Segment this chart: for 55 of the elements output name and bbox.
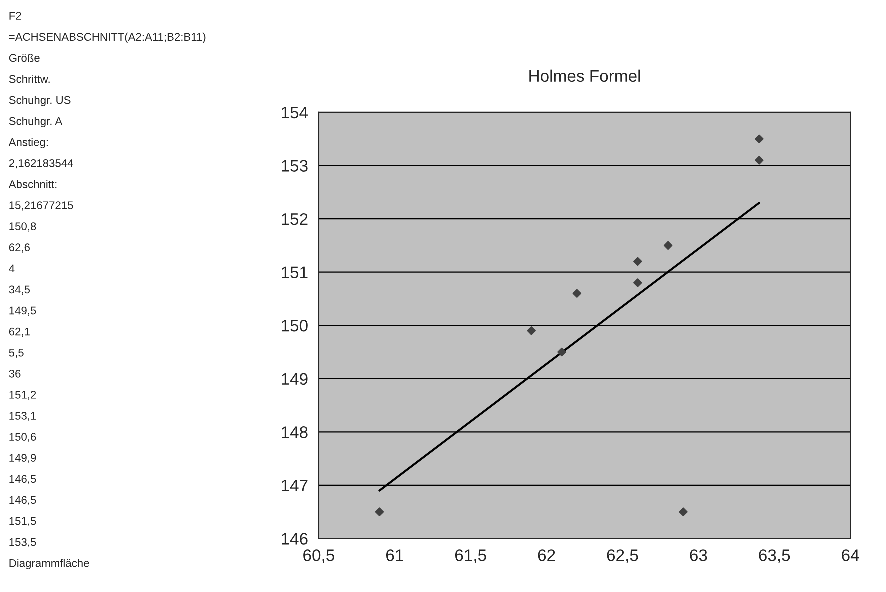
text: Schuhgr. US [9,96,71,106]
text: Abschnitt: [8,180,57,188]
x-tick-label: 61,5 [455,550,486,564]
text: Diagrammfläche [10,559,90,570]
text: 146,5 [10,496,36,506]
y-tick-label: 149 [282,373,308,386]
point [527,326,536,336]
text: Anstieg: [8,138,48,148]
text: 2,162183544 [9,159,74,169]
text: 36 [9,370,21,378]
text: 5,5 [9,349,24,358]
y-tick-label: 146 [282,533,308,545]
text: 149,9 [10,454,36,464]
point [755,156,764,165]
x-tick-label: 63 [690,550,708,562]
point [375,508,384,516]
y-tick-label: 152 [282,213,308,226]
x-tick-label: 62 [538,550,556,562]
text: Schuhgr. A [9,117,63,128]
text: 146,5 [10,475,36,484]
text: 151,2 [10,391,36,400]
x-tick-label: 63,5 [759,550,790,564]
point [664,241,673,250]
text: 62,1 [9,328,30,338]
point [755,134,764,144]
y-tick-label: 153 [282,160,308,172]
y-tick-label: 148 [282,426,308,438]
text: Größe [9,54,40,62]
x-tick-label: 64 [842,550,860,562]
point [572,289,582,298]
text: Schrittw. [9,74,50,84]
text: 62,6 [9,244,30,253]
y-tick-label: 154 [282,107,308,119]
text: 34,5 [9,286,30,295]
chart-title: Holmes Formel [530,70,640,82]
text: F2 [10,12,22,20]
y-tick-label: 150 [282,320,308,332]
point [634,257,642,266]
text: 15,21677215 [10,202,74,211]
x-tick-label: 61 [386,550,404,562]
text: 149,5 [10,306,36,316]
point [634,278,642,288]
x-tick-label: 60,5 [304,550,334,564]
text: 4 [9,264,15,272]
point [679,508,688,516]
text: 150,6 [10,433,36,442]
text: 150,8 [10,222,36,232]
y-tick-label: 147 [282,480,308,492]
point [558,348,566,357]
text: 153,1 [10,412,36,422]
text: 151,5 [10,517,36,526]
y-tick-label: 151 [282,266,308,279]
text: =ACHSENABSCHNITT(A2:A11;B2:B11) [9,32,206,44]
text: 153,5 [10,538,36,548]
x-tick-label: 62,5 [607,550,638,564]
